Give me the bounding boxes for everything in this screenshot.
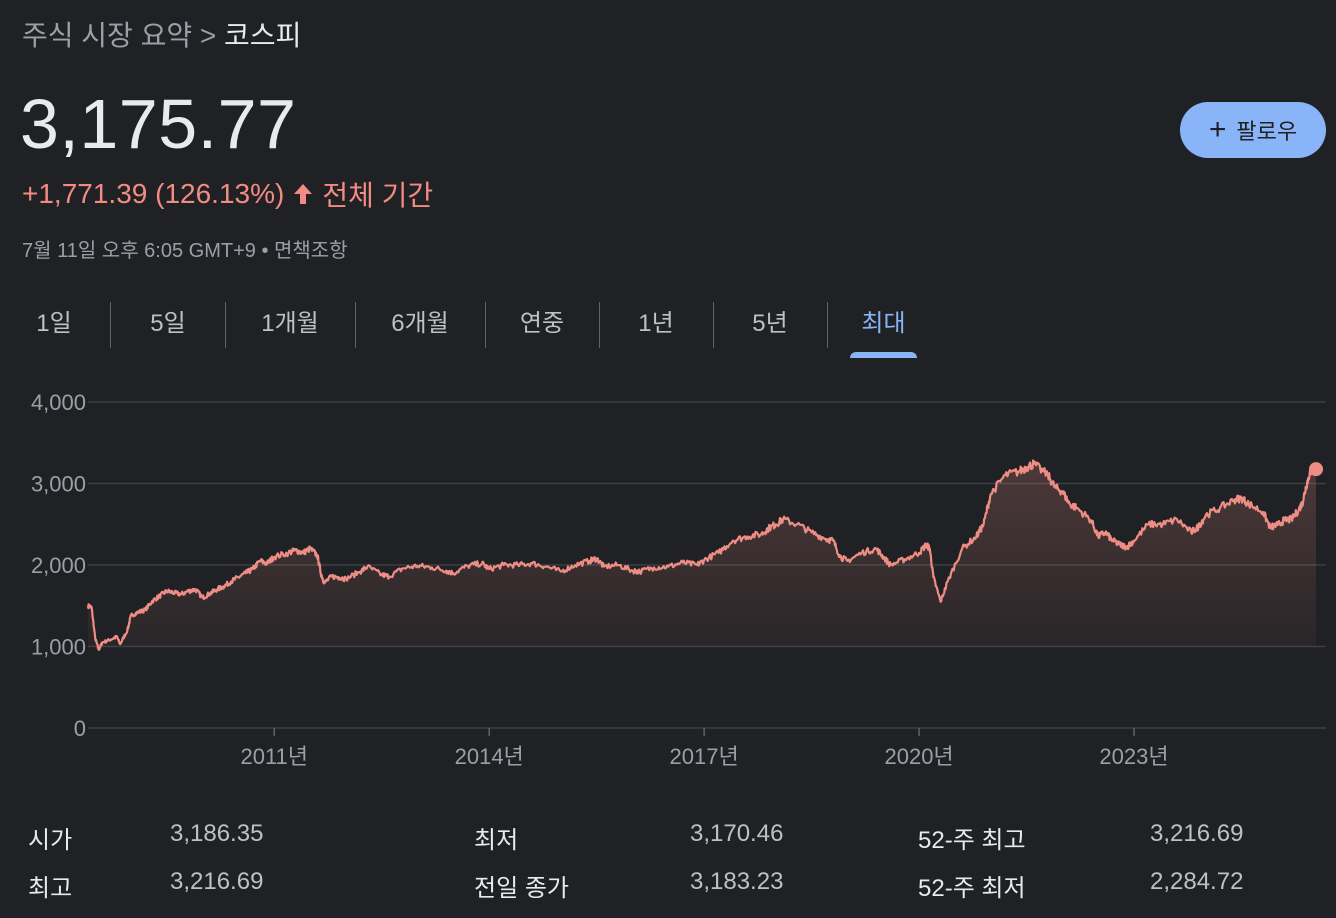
tab-label: 5일 [150, 310, 186, 337]
tab-ytd[interactable]: 연중 [496, 298, 588, 358]
x-tick-label: 2014년 [455, 744, 524, 769]
plus-icon: + [1208, 113, 1227, 146]
x-tick-label: 2017년 [670, 744, 739, 769]
stat-value-52w-low: 2,284.72 [1150, 868, 1244, 895]
tab-divider [225, 302, 226, 348]
stat-value-low: 3,170.46 [690, 820, 784, 847]
stat-label-low: 최저 [474, 827, 519, 854]
series-area-fill [88, 460, 1316, 650]
series-line [86, 459, 1318, 651]
y-tick-label: 4,000 [31, 390, 86, 415]
disclaimer-link[interactable]: • 면책조항 [261, 240, 348, 262]
tab-max[interactable]: 최대 [850, 298, 917, 358]
stat-value-open: 3,186.35 [170, 820, 264, 847]
price-chart[interactable]: 4,000 3,000 2,000 1,000 0 2011년 2014년 2017년 2020… [0, 380, 1336, 790]
change-period: 전체 기간 [322, 180, 434, 211]
tab-5y[interactable]: 5년 [724, 298, 816, 358]
tab-label: 5년 [752, 310, 788, 337]
tab-label: 1개월 [261, 310, 319, 337]
tab-5d[interactable]: 5일 [122, 298, 214, 358]
tab-1d[interactable]: 1일 [8, 298, 100, 358]
tab-divider [713, 302, 714, 348]
stat-label-open: 시가 [28, 827, 73, 854]
change-value: +1,771.39 (126.13%) [22, 178, 285, 209]
breadcrumb-parent[interactable]: 주식 시장 요약 [22, 20, 193, 51]
stat-value-52w-high: 3,216.69 [1150, 820, 1244, 847]
index-price: 3,175.77 [20, 85, 297, 163]
follow-button[interactable]: + 팔로우 [1180, 102, 1326, 158]
stat-value-high: 3,216.69 [170, 868, 264, 895]
tab-1m[interactable]: 1개월 [236, 298, 344, 358]
arrow-up-icon [292, 181, 314, 207]
tab-6m[interactable]: 6개월 [366, 298, 474, 358]
price-change: +1,771.39 (126.13%) 전체 기간 [22, 174, 433, 214]
stats-table: 시가 3,186.35 최고 3,216.69 최저 3,170.46 전일 종… [0, 810, 1336, 910]
tab-divider [110, 302, 111, 348]
stat-label-high: 최고 [28, 875, 73, 902]
tab-label: 1년 [638, 310, 674, 337]
tab-divider [485, 302, 486, 348]
follow-button-label: 팔로우 [1236, 119, 1298, 144]
stat-label-52w-high: 52-주 최고 [918, 827, 1026, 854]
quote-meta: 7월 11일 오후 6:05 GMT+9 • 면책조항 [22, 234, 348, 263]
stat-label-52w-low: 52-주 최저 [918, 875, 1026, 902]
y-tick-label: 0 [74, 716, 86, 741]
stat-value-prev-close: 3,183.23 [690, 868, 784, 895]
last-value-marker [1309, 462, 1323, 477]
x-tick-label: 2023년 [1099, 744, 1168, 769]
tab-label: 6개월 [391, 310, 449, 337]
breadcrumb-separator: > [199, 20, 217, 51]
tab-label: 1일 [36, 310, 72, 337]
y-tick-label: 3,000 [31, 472, 86, 497]
timestamp: 7월 11일 오후 6:05 GMT+9 [22, 240, 256, 262]
tab-1y[interactable]: 1년 [610, 298, 702, 358]
tab-divider [599, 302, 600, 348]
tab-label: 최대 [861, 310, 906, 337]
y-tick-label: 1,000 [31, 635, 86, 660]
tab-label: 연중 [519, 310, 565, 337]
y-tick-label: 2,000 [31, 553, 86, 578]
range-tabs: 1일 5일 1개월 6개월 연중 1년 5년 최대 [0, 298, 930, 358]
tab-divider [355, 302, 356, 348]
x-tick-label: 2020년 [884, 744, 953, 769]
breadcrumb: 주식 시장 요약 > 코스피 [22, 14, 301, 54]
x-tick-label: 2011년 [240, 744, 308, 769]
stat-label-prev-close: 전일 종가 [474, 875, 569, 902]
active-tab-indicator [850, 352, 917, 358]
tab-divider [827, 302, 828, 348]
breadcrumb-current: 코스피 [224, 20, 302, 51]
